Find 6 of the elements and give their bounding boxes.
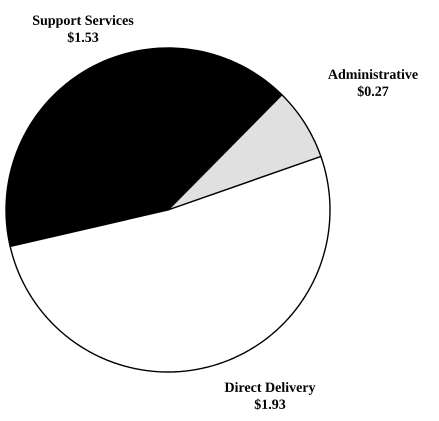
data-label: $1.53 [68, 32, 98, 43]
slice-label: Support Services [33, 15, 134, 28]
data-label: $1.93 [254, 398, 286, 410]
data-label: $0.27 [358, 86, 388, 97]
slice-label: Administrative [328, 69, 418, 79]
slice-label: Direct Delivery [224, 382, 316, 395]
